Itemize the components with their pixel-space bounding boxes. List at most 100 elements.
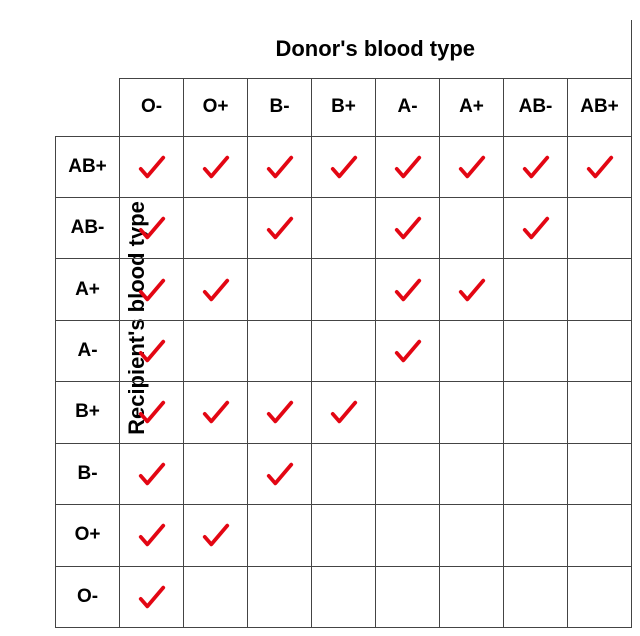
- check-icon: [393, 275, 423, 305]
- compatibility-cell: [504, 197, 568, 258]
- compatibility-cell: [568, 136, 632, 197]
- compatibility-cell: [312, 443, 376, 504]
- compatibility-cell: [568, 382, 632, 443]
- compatibility-cell: [568, 505, 632, 566]
- check-icon: [137, 275, 167, 305]
- table-row: A+: [56, 259, 632, 320]
- donor-column-header: A-: [376, 78, 440, 136]
- compatibility-cell: [184, 136, 248, 197]
- compatibility-cell: [248, 197, 312, 258]
- blood-compatibility-chart: Recipient's blood type Donor's blood typ…: [0, 0, 640, 636]
- recipient-row-header: B+: [56, 382, 120, 443]
- check-icon: [201, 520, 231, 550]
- check-icon: [521, 152, 551, 182]
- compatibility-cell: [440, 443, 504, 504]
- table-row: O+: [56, 505, 632, 566]
- check-icon: [137, 520, 167, 550]
- check-icon: [457, 275, 487, 305]
- compatibility-cell: [440, 505, 504, 566]
- compatibility-cell: [120, 382, 184, 443]
- compatibility-cell: [312, 259, 376, 320]
- recipient-row-header: AB-: [56, 197, 120, 258]
- check-icon: [265, 459, 295, 489]
- compatibility-cell: [376, 505, 440, 566]
- compatibility-cell: [184, 320, 248, 381]
- compatibility-cell: [376, 566, 440, 627]
- compatibility-cell: [184, 443, 248, 504]
- compatibility-cell: [504, 259, 568, 320]
- compatibility-cell: [504, 443, 568, 504]
- compatibility-cell: [568, 566, 632, 627]
- compatibility-cell: [376, 197, 440, 258]
- compatibility-cell: [440, 566, 504, 627]
- check-icon: [393, 152, 423, 182]
- recipient-row-header: O-: [56, 566, 120, 627]
- compatibility-cell: [312, 382, 376, 443]
- donor-axis-label: Donor's blood type: [120, 20, 632, 78]
- compatibility-cell: [312, 197, 376, 258]
- compatibility-cell: [248, 566, 312, 627]
- check-icon: [137, 336, 167, 366]
- compatibility-cell: [440, 320, 504, 381]
- check-icon: [201, 152, 231, 182]
- check-icon: [137, 213, 167, 243]
- recipient-row-header: B-: [56, 443, 120, 504]
- check-icon: [137, 152, 167, 182]
- compatibility-cell: [248, 136, 312, 197]
- compatibility-cell: [248, 505, 312, 566]
- compatibility-cell: [568, 443, 632, 504]
- check-icon: [329, 152, 359, 182]
- donor-column-header: O-: [120, 78, 184, 136]
- table-row: B+: [56, 382, 632, 443]
- compatibility-cell: [248, 320, 312, 381]
- check-icon: [265, 397, 295, 427]
- donor-column-header: AB+: [568, 78, 632, 136]
- compatibility-cell: [120, 566, 184, 627]
- compatibility-cell: [504, 320, 568, 381]
- compatibility-cell: [504, 566, 568, 627]
- check-icon: [137, 582, 167, 612]
- compatibility-cell: [504, 382, 568, 443]
- check-icon: [393, 336, 423, 366]
- compatibility-cell: [440, 136, 504, 197]
- table-container: Donor's blood type O-O+B-B+A-A+AB-AB+ AB…: [55, 20, 632, 628]
- compatibility-cell: [248, 382, 312, 443]
- check-icon: [585, 152, 615, 182]
- compatibility-cell: [120, 320, 184, 381]
- donor-header-row: O-O+B-B+A-A+AB-AB+: [56, 78, 632, 136]
- compatibility-cell: [248, 259, 312, 320]
- table-row: AB-: [56, 197, 632, 258]
- donor-column-header: B+: [312, 78, 376, 136]
- compatibility-cell: [440, 259, 504, 320]
- recipient-row-header: A-: [56, 320, 120, 381]
- compatibility-cell: [312, 320, 376, 381]
- table-row: AB+: [56, 136, 632, 197]
- compatibility-cell: [376, 443, 440, 504]
- compatibility-cell: [568, 259, 632, 320]
- check-icon: [201, 275, 231, 305]
- compatibility-cell: [184, 566, 248, 627]
- compatibility-cell: [376, 136, 440, 197]
- donor-column-header: AB-: [504, 78, 568, 136]
- compatibility-cell: [184, 505, 248, 566]
- donor-column-header: A+: [440, 78, 504, 136]
- compatibility-cell: [312, 566, 376, 627]
- check-icon: [521, 213, 551, 243]
- check-icon: [137, 397, 167, 427]
- donor-column-header: O+: [184, 78, 248, 136]
- check-icon: [393, 213, 423, 243]
- compatibility-table: Donor's blood type O-O+B-B+A-A+AB-AB+ AB…: [55, 20, 632, 628]
- compatibility-cell: [312, 505, 376, 566]
- corner-cell-2: [56, 78, 120, 136]
- recipient-row-header: A+: [56, 259, 120, 320]
- table-row: O-: [56, 566, 632, 627]
- recipient-row-header: O+: [56, 505, 120, 566]
- check-icon: [457, 152, 487, 182]
- compatibility-cell: [120, 443, 184, 504]
- compatibility-cell: [120, 136, 184, 197]
- compatibility-cell: [184, 259, 248, 320]
- table-row: A-: [56, 320, 632, 381]
- compatibility-cell: [504, 505, 568, 566]
- compatibility-cell: [440, 197, 504, 258]
- compatibility-cell: [568, 197, 632, 258]
